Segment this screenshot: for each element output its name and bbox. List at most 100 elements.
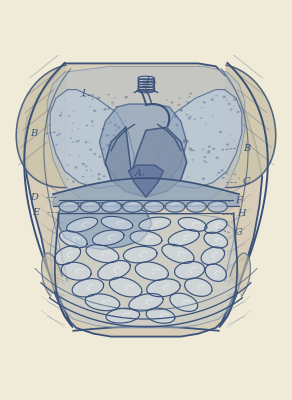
- Ellipse shape: [218, 172, 220, 174]
- Ellipse shape: [118, 157, 121, 158]
- Polygon shape: [168, 230, 199, 246]
- Text: F: F: [236, 196, 242, 205]
- Ellipse shape: [72, 180, 75, 183]
- Polygon shape: [130, 231, 162, 246]
- Ellipse shape: [57, 157, 59, 159]
- Ellipse shape: [169, 146, 171, 148]
- Ellipse shape: [186, 201, 206, 212]
- Ellipse shape: [187, 176, 189, 178]
- Ellipse shape: [97, 96, 100, 99]
- Ellipse shape: [144, 201, 164, 212]
- Ellipse shape: [211, 98, 214, 101]
- Ellipse shape: [86, 170, 88, 171]
- Ellipse shape: [117, 126, 120, 129]
- Ellipse shape: [225, 172, 228, 175]
- Polygon shape: [129, 294, 163, 311]
- Ellipse shape: [166, 99, 168, 101]
- Ellipse shape: [79, 155, 80, 156]
- Ellipse shape: [56, 134, 59, 136]
- Ellipse shape: [175, 177, 176, 178]
- Ellipse shape: [170, 172, 171, 174]
- Ellipse shape: [178, 144, 180, 146]
- Ellipse shape: [67, 179, 69, 180]
- Polygon shape: [50, 214, 239, 328]
- Ellipse shape: [59, 114, 62, 117]
- Text: B: B: [31, 129, 38, 138]
- Ellipse shape: [188, 96, 190, 98]
- Polygon shape: [146, 308, 175, 323]
- Ellipse shape: [85, 182, 87, 183]
- Ellipse shape: [170, 101, 173, 104]
- Ellipse shape: [165, 201, 185, 212]
- Ellipse shape: [75, 141, 77, 142]
- Ellipse shape: [104, 108, 107, 110]
- Text: B: B: [243, 144, 250, 153]
- Ellipse shape: [112, 105, 113, 106]
- Ellipse shape: [111, 102, 114, 104]
- Ellipse shape: [205, 162, 207, 164]
- Ellipse shape: [83, 176, 84, 177]
- Ellipse shape: [106, 134, 109, 136]
- Ellipse shape: [236, 146, 237, 147]
- Ellipse shape: [181, 148, 183, 150]
- Ellipse shape: [230, 109, 232, 111]
- Ellipse shape: [82, 163, 85, 165]
- Ellipse shape: [102, 201, 121, 212]
- Ellipse shape: [205, 123, 206, 124]
- Polygon shape: [135, 262, 168, 280]
- Polygon shape: [175, 262, 205, 279]
- Ellipse shape: [107, 106, 109, 107]
- Ellipse shape: [163, 121, 165, 122]
- Ellipse shape: [93, 109, 96, 112]
- Polygon shape: [170, 293, 198, 312]
- Ellipse shape: [236, 111, 239, 113]
- Text: D: D: [30, 192, 38, 202]
- Ellipse shape: [178, 98, 180, 99]
- Ellipse shape: [64, 100, 65, 101]
- Polygon shape: [110, 277, 142, 297]
- Ellipse shape: [89, 106, 91, 107]
- Ellipse shape: [164, 135, 167, 138]
- Ellipse shape: [231, 108, 232, 109]
- Polygon shape: [185, 278, 212, 296]
- Ellipse shape: [180, 110, 182, 112]
- Ellipse shape: [92, 125, 94, 127]
- Polygon shape: [61, 262, 91, 280]
- Ellipse shape: [172, 136, 174, 138]
- Ellipse shape: [200, 117, 202, 119]
- Ellipse shape: [178, 139, 179, 140]
- Ellipse shape: [207, 151, 210, 154]
- Ellipse shape: [80, 201, 100, 212]
- Polygon shape: [147, 279, 180, 297]
- Text: H: H: [238, 209, 246, 218]
- Ellipse shape: [67, 164, 69, 166]
- Polygon shape: [178, 218, 207, 231]
- Ellipse shape: [170, 155, 172, 156]
- Ellipse shape: [222, 177, 225, 179]
- Ellipse shape: [208, 150, 210, 152]
- Polygon shape: [124, 246, 157, 263]
- Ellipse shape: [203, 156, 206, 158]
- Ellipse shape: [107, 123, 108, 124]
- Ellipse shape: [121, 164, 123, 166]
- Ellipse shape: [114, 143, 116, 145]
- Ellipse shape: [122, 140, 125, 142]
- Ellipse shape: [185, 101, 187, 102]
- Ellipse shape: [72, 122, 73, 124]
- Ellipse shape: [208, 146, 211, 148]
- Ellipse shape: [77, 128, 79, 130]
- Ellipse shape: [187, 102, 190, 104]
- Ellipse shape: [182, 141, 186, 143]
- Ellipse shape: [114, 124, 117, 126]
- Polygon shape: [86, 245, 119, 263]
- Ellipse shape: [85, 165, 88, 167]
- Ellipse shape: [201, 107, 202, 108]
- Polygon shape: [204, 232, 227, 248]
- Ellipse shape: [107, 94, 110, 96]
- Ellipse shape: [215, 175, 217, 176]
- Polygon shape: [226, 65, 276, 188]
- Ellipse shape: [215, 95, 217, 96]
- Text: C: C: [243, 178, 250, 186]
- Ellipse shape: [98, 156, 101, 158]
- Polygon shape: [93, 230, 124, 246]
